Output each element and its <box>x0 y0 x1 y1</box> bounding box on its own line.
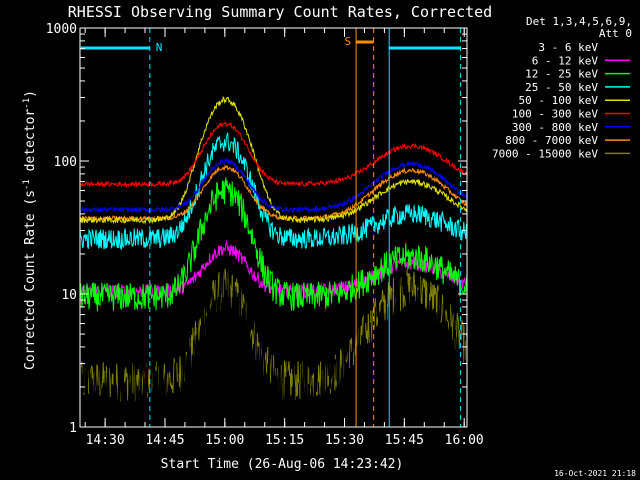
series-layer <box>79 96 468 428</box>
legend-entry-label: 300 - 800 keV <box>512 121 598 134</box>
legend-entry-label: 12 - 25 keV <box>525 68 598 81</box>
footer-timestamp: 16-Oct-2021 21:18 <box>554 469 636 478</box>
legend-entry-label: 50 - 100 keV <box>519 94 599 107</box>
series-line-12-25-keV <box>79 177 468 312</box>
x-tick-label: 16:00 <box>445 433 484 448</box>
y-tick-label: 1000 <box>46 22 77 37</box>
y-tick-label: 1 <box>69 421 77 436</box>
x-tick-label: 14:45 <box>145 433 184 448</box>
legend-entry-label: 25 - 50 keV <box>525 81 598 94</box>
y-tick-label: 10 <box>61 288 77 303</box>
series-line-800-7000-keV <box>79 164 468 223</box>
y-axis-label: Corrected Count Rate (s-1 detector-1) <box>22 90 38 370</box>
x-tick-label: 15:15 <box>265 433 304 448</box>
x-tick-label: 15:45 <box>385 433 424 448</box>
night-label: N <box>156 41 163 54</box>
x-tick-label: 14:30 <box>86 433 125 448</box>
legend-header-detectors: Det 1,3,4,5,6,9, <box>526 15 632 28</box>
x-tick-label: 15:00 <box>205 433 244 448</box>
series-line-300-800-keV <box>79 157 468 214</box>
plot-frame <box>79 27 468 428</box>
y-axis: 1 10 100 1000 <box>46 22 467 436</box>
saa-label: S <box>345 35 352 48</box>
legend-entry-label: 3 - 6 keV <box>538 41 598 54</box>
legend-entry-label: 100 - 300 keV <box>512 108 598 121</box>
x-tick-label: 15:30 <box>325 433 364 448</box>
chart-title: RHESSI Observing Summary Count Rates, Co… <box>68 3 492 21</box>
legend-header-attenuator: Att 0 <box>599 27 632 40</box>
legend-entry-label: 7000 - 15000 keV <box>492 147 598 160</box>
legend-entry-label: 800 - 7000 keV <box>505 134 598 147</box>
series-line-25-50-keV <box>79 132 468 251</box>
series-line-100-300-keV <box>79 121 468 188</box>
x-axis: 14:30 14:45 15:00 15:15 15:30 15:45 16:00 <box>84 28 484 448</box>
x-axis-label: Start Time (26-Aug-06 14:23:42) <box>161 457 404 472</box>
legend-entry-label: 6 - 12 keV <box>532 54 599 67</box>
series-line-50-100-keV <box>79 96 467 225</box>
y-tick-label: 100 <box>54 155 77 170</box>
